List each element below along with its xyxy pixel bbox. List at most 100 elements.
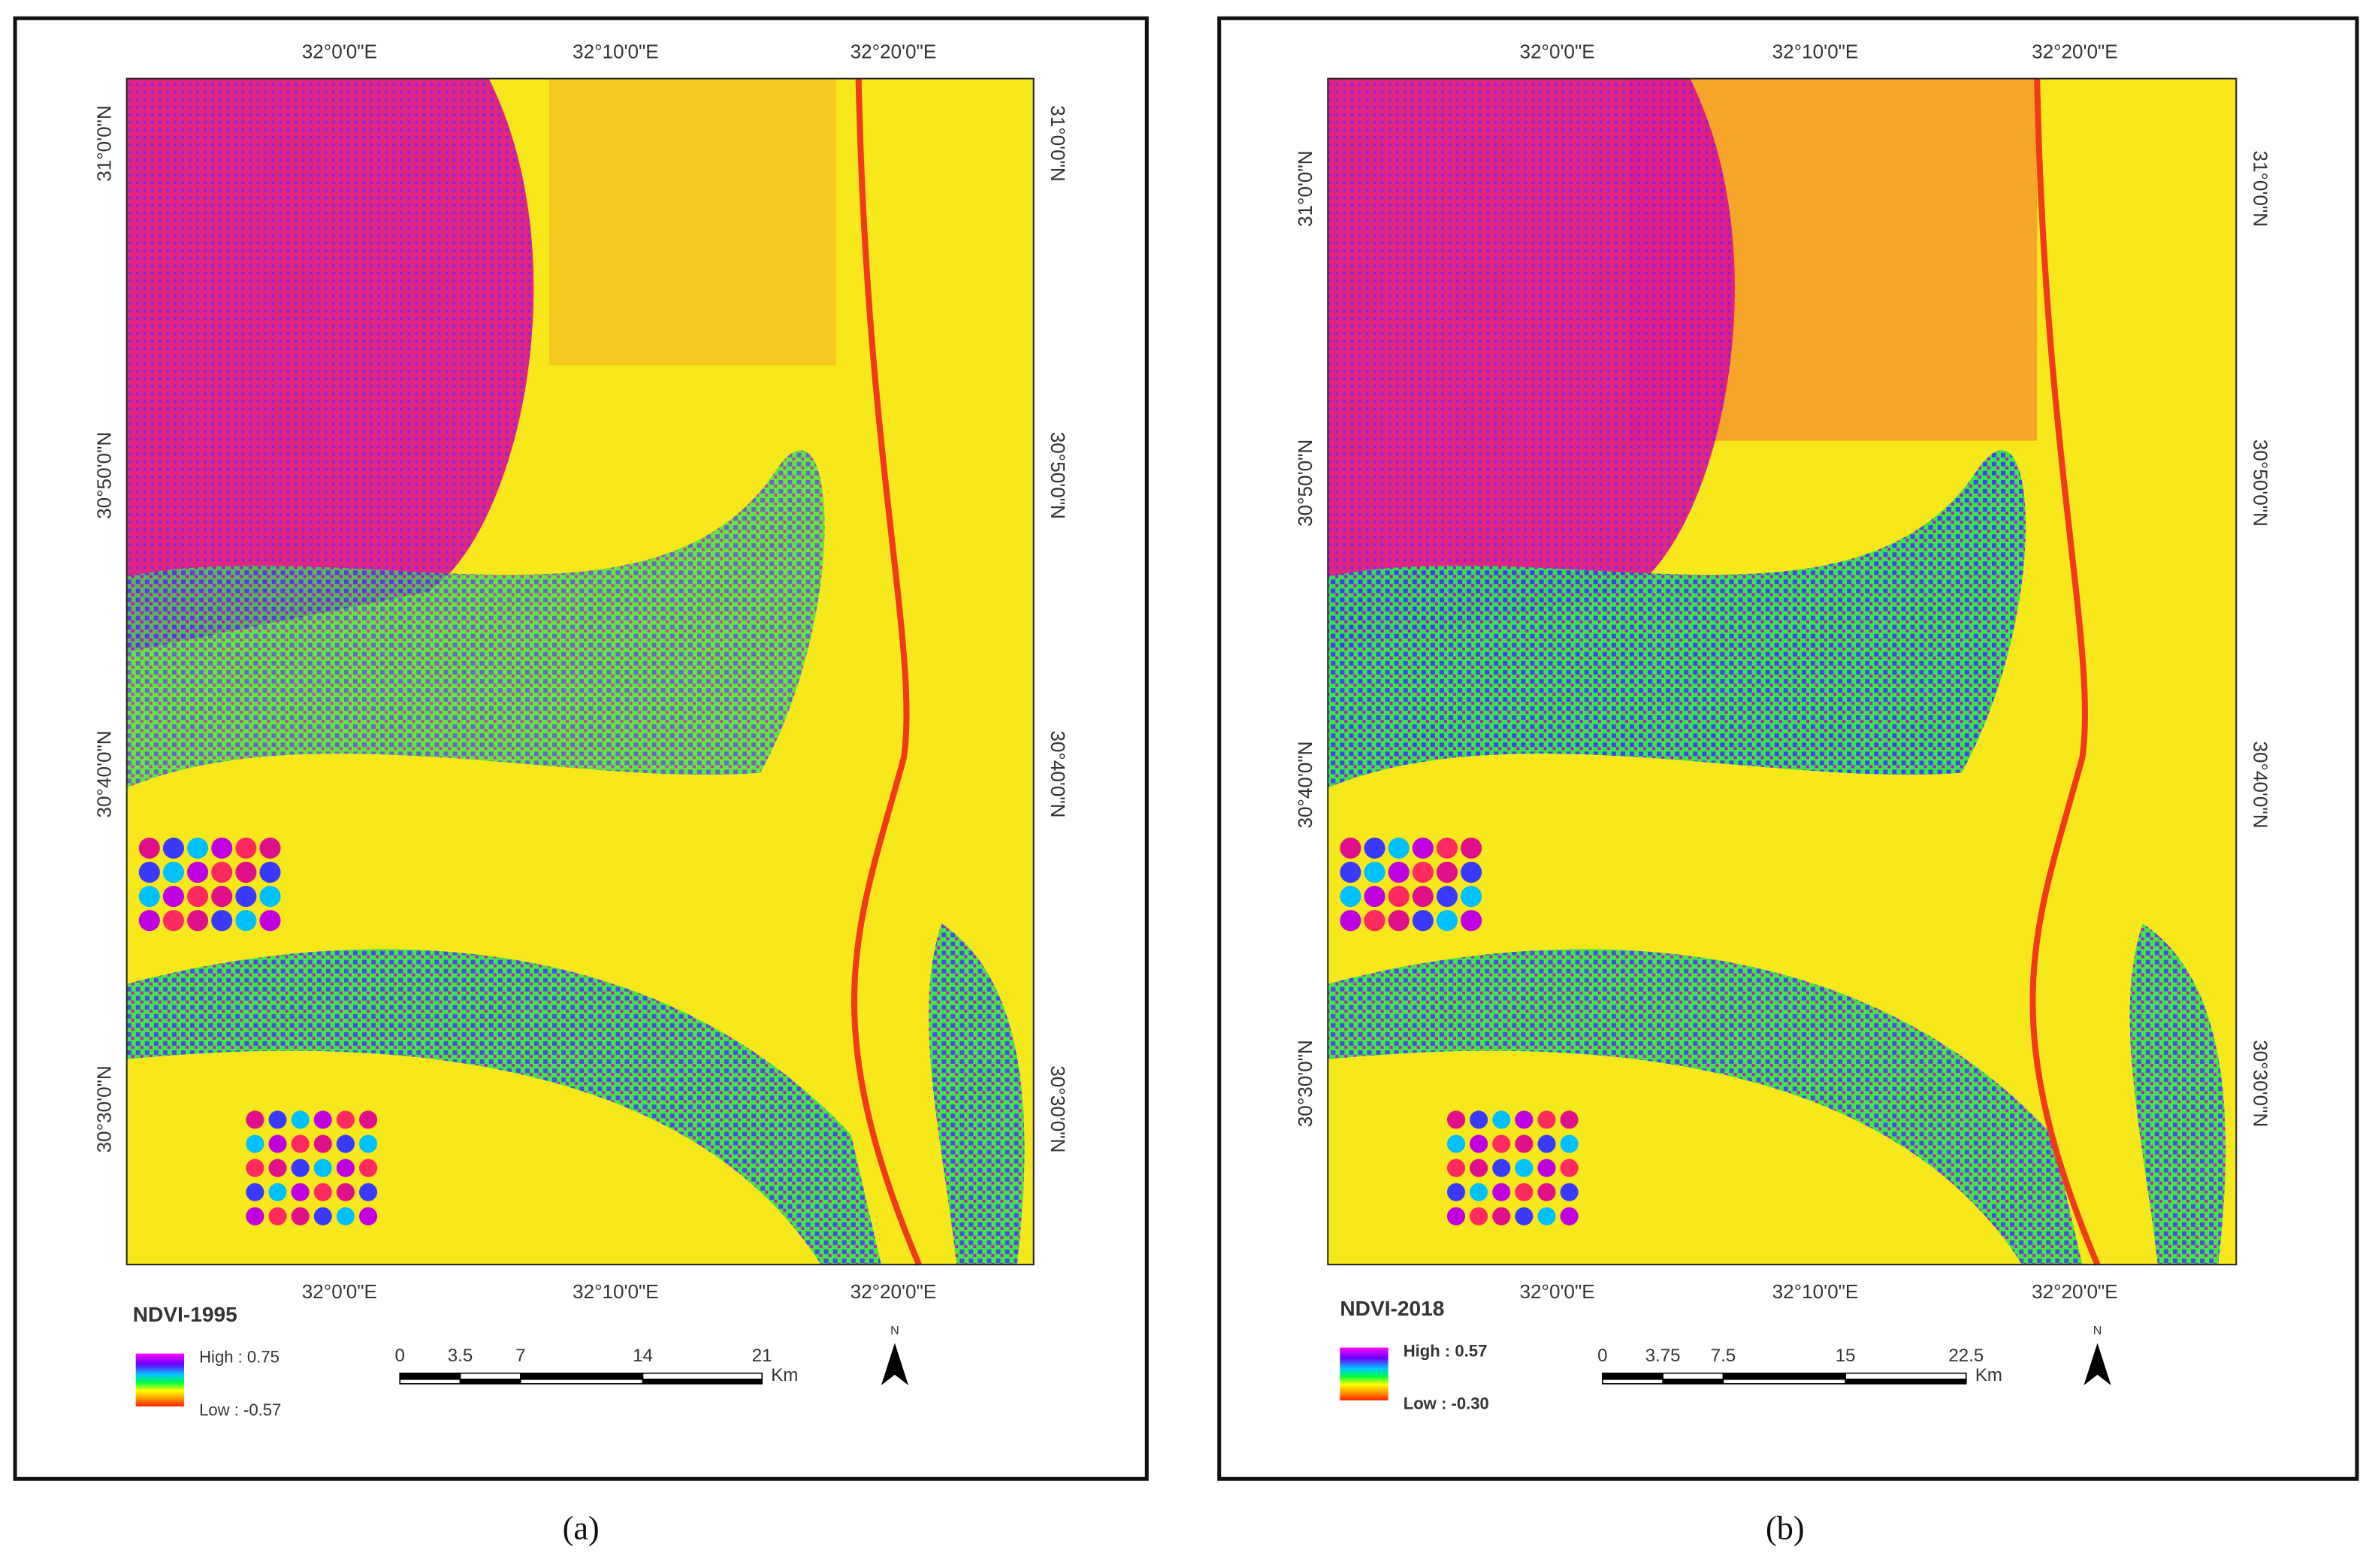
scale-tick-label: 3.75 (1645, 1346, 1681, 1366)
scale-tick-label: 21 (752, 1346, 772, 1366)
legend-low: Low : -0.57 (199, 1400, 281, 1419)
pivot-field (313, 1110, 332, 1129)
scale-segment (1602, 1372, 1663, 1380)
pivot-field (211, 837, 233, 859)
lon-label: 32°10'0"E (573, 1280, 659, 1303)
lat-label: 30°50'0"N (1047, 432, 1069, 519)
pivot-field (1446, 1110, 1466, 1129)
scale-segment (642, 1372, 763, 1380)
map-image (125, 77, 1035, 1266)
map-vegetation (1328, 450, 2026, 788)
pivot-field (1492, 1207, 1511, 1225)
pivot-field (336, 1134, 355, 1153)
pivot-field (1388, 886, 1410, 908)
pivot-field (291, 1183, 310, 1201)
scale-segment (1845, 1378, 1967, 1385)
pivot-field (138, 886, 160, 908)
scale-segment (1662, 1378, 1724, 1385)
map-title: NDVI-1995 (133, 1303, 237, 1326)
pivot-field (162, 861, 185, 884)
map-title: NDVI-2018 (1340, 1297, 1444, 1320)
map-vegetation (928, 923, 1025, 1265)
legend-high: High : 0.57 (1404, 1341, 1488, 1360)
pivot-field (162, 886, 185, 908)
lat-label: 31°0'0"N (1294, 150, 1316, 227)
lat-label: 30°50'0"N (1294, 440, 1316, 527)
pivot-field (246, 1207, 264, 1225)
pivot-field (268, 1110, 287, 1129)
pivot-field (313, 1159, 332, 1177)
pivot-field (1436, 861, 1458, 884)
pivot-field (1461, 886, 1482, 908)
pivot-field (1492, 1183, 1511, 1201)
pivot-field (1470, 1110, 1488, 1129)
lat-label: 30°30'0"N (1294, 1040, 1316, 1127)
pivot-field (358, 1134, 378, 1153)
lon-label: 32°0'0"E (1519, 1280, 1594, 1303)
scale-segment (1662, 1372, 1724, 1380)
lon-label: 32°0'0"E (302, 40, 377, 62)
pivot-field (313, 1134, 332, 1153)
legend-low: Low : -0.30 (1404, 1394, 1489, 1413)
pivot-field (246, 1183, 264, 1201)
pivot-field (162, 910, 185, 932)
pivot-field (336, 1159, 355, 1177)
pivot-field (1340, 837, 1361, 859)
pivot-field (138, 861, 160, 884)
pivot-field (1412, 910, 1434, 932)
pivot-field (1364, 886, 1385, 908)
pivot-field (187, 861, 209, 884)
pivot-field (1436, 910, 1458, 932)
pivot-field (259, 886, 281, 908)
pivot-field (1560, 1183, 1579, 1201)
north-label: N (890, 1324, 899, 1337)
pivot-field (1340, 886, 1361, 908)
pivot-field (1515, 1134, 1534, 1153)
pivot-field (1492, 1110, 1511, 1129)
pivot-field (1470, 1159, 1488, 1177)
pivot-field (268, 1183, 287, 1201)
scale-tick-label: 22.5 (1948, 1346, 1984, 1366)
lon-label: 32°20'0"E (851, 1280, 937, 1303)
scale-segment (1722, 1378, 1846, 1385)
pivot-field (1537, 1110, 1556, 1129)
pivot-field (291, 1110, 310, 1129)
pivot-field (268, 1207, 287, 1225)
map-vegetation (1328, 949, 2083, 1265)
scale-segment (1845, 1372, 1967, 1380)
lat-label: 31°0'0"N (92, 105, 115, 182)
lon-label: 32°20'0"E (851, 40, 937, 62)
lat-label: 30°40'0"N (1047, 730, 1069, 817)
map-border (125, 77, 1035, 1266)
pivot-field (1560, 1159, 1579, 1177)
pivot-field (336, 1207, 355, 1225)
north-arrow (881, 1343, 908, 1385)
lat-label: 30°40'0"N (2250, 741, 2272, 828)
pivot-field (138, 837, 160, 859)
north-label: N (2093, 1324, 2102, 1337)
pivot-field (1461, 910, 1482, 932)
map-vegetation (126, 949, 881, 1265)
pivot-field (1412, 861, 1434, 884)
legend-ramp (1340, 1347, 1388, 1400)
pivot-field (358, 1183, 378, 1201)
pivot-field (187, 886, 209, 908)
pivot-field (138, 910, 160, 932)
pivot-field (259, 861, 281, 884)
lon-label: 32°10'0"E (573, 40, 659, 62)
scale-segment (642, 1378, 763, 1385)
pivot-field (1388, 910, 1410, 932)
pivot-field (235, 910, 257, 932)
lat-label: 30°50'0"N (2250, 440, 2272, 527)
pivot-field (235, 861, 257, 884)
lat-label: 30°30'0"N (92, 1065, 115, 1153)
lat-label: 31°0'0"N (1047, 105, 1069, 182)
pivot-field (1560, 1134, 1579, 1153)
pivot-field (162, 837, 185, 859)
pivot-field (1436, 886, 1458, 908)
pivot-field (1470, 1183, 1488, 1201)
pivot-field (259, 910, 281, 932)
pivot-field (1446, 1207, 1466, 1225)
pivot-field (313, 1207, 332, 1225)
pivot-field (1470, 1134, 1488, 1153)
